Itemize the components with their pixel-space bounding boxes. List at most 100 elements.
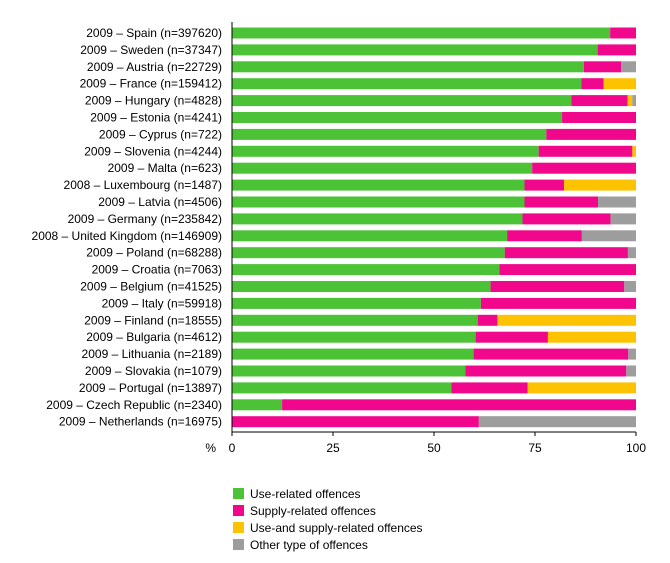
bar-segment bbox=[598, 196, 636, 208]
bar-segment bbox=[632, 145, 636, 157]
legend-swatch bbox=[233, 522, 244, 533]
bar-segment bbox=[282, 399, 636, 411]
category-label: 2009 – Netherlands (n=16975) bbox=[59, 415, 222, 429]
bar-segment bbox=[547, 331, 636, 343]
category-label: 2009 – Bulgaria (n=4612) bbox=[86, 330, 222, 344]
category-label: 2009 – Portugal (n=13897) bbox=[79, 381, 222, 395]
bar-segment bbox=[610, 213, 636, 225]
legend-swatch bbox=[233, 539, 244, 550]
bar-segment bbox=[232, 145, 539, 157]
bar-segment bbox=[571, 95, 628, 107]
bar-segment bbox=[232, 230, 508, 242]
bar-segment bbox=[232, 95, 572, 107]
bar-segment bbox=[499, 264, 636, 276]
x-tick-label: 50 bbox=[427, 441, 441, 455]
legend-label: Supply-related offences bbox=[250, 504, 376, 518]
bar-segment bbox=[232, 264, 500, 276]
bar-segment bbox=[232, 162, 533, 174]
category-label: 2009 – Malta (n=623) bbox=[108, 161, 222, 175]
bar-segment bbox=[532, 162, 636, 174]
bar-segment bbox=[581, 78, 604, 90]
category-label: 2009 – Poland (n=68288) bbox=[86, 246, 222, 260]
category-label: 2009 – Italy (n=59918) bbox=[102, 296, 222, 310]
bar-segment bbox=[546, 128, 636, 140]
bar-segment bbox=[538, 145, 633, 157]
bar-segment bbox=[581, 230, 636, 242]
bar-segment bbox=[490, 281, 625, 292]
category-label: 2009 – Austria (n=22729) bbox=[87, 60, 222, 74]
bar-segment bbox=[232, 78, 582, 90]
bar-segment bbox=[232, 382, 452, 394]
bar-segment bbox=[564, 179, 636, 191]
bar-segment bbox=[624, 281, 636, 292]
category-label: 2009 – Germany (n=235842) bbox=[68, 212, 222, 226]
category-label: 2009 – Hungary (n=4828) bbox=[85, 94, 222, 108]
bar-segment bbox=[232, 365, 466, 377]
category-label: 2009 – Estonia (n=4241) bbox=[90, 111, 222, 125]
bar-segment bbox=[562, 112, 636, 123]
bar-segment bbox=[597, 44, 636, 56]
bar-segment bbox=[232, 27, 611, 39]
category-labels: 2009 – Spain (n=397620) 2009 – Sweden (n=… bbox=[32, 26, 222, 429]
bar-segment bbox=[504, 247, 628, 259]
category-label: 2009 – Spain (n=397620) bbox=[86, 26, 222, 40]
bar-segment bbox=[628, 348, 636, 360]
bar-segment bbox=[603, 78, 636, 90]
x-tick-label: 100 bbox=[626, 441, 646, 455]
bar-segment bbox=[232, 297, 481, 309]
bar-segment bbox=[478, 416, 636, 428]
bar-segment bbox=[232, 416, 479, 428]
legend-swatch bbox=[233, 488, 244, 499]
category-label: 2009 – Finland (n=18555) bbox=[84, 313, 222, 327]
category-label: 2009 – Slovenia (n=4244) bbox=[84, 144, 222, 158]
bar-segment bbox=[232, 179, 525, 191]
bar-segment bbox=[507, 230, 582, 242]
category-label: 2009 – Latvia (n=4506) bbox=[98, 195, 222, 209]
bar-segment bbox=[232, 213, 523, 225]
x-tick-label: 25 bbox=[326, 441, 340, 455]
bar-segment bbox=[232, 196, 525, 208]
bars-layer bbox=[232, 27, 636, 428]
bar-segment bbox=[232, 112, 563, 123]
category-label: 2009 – Sweden (n=37347) bbox=[80, 43, 222, 57]
bar-segment bbox=[475, 331, 548, 343]
bar-segment bbox=[465, 365, 627, 377]
bar-segment bbox=[232, 247, 505, 259]
bar-segment bbox=[627, 247, 636, 259]
bar-segment bbox=[627, 95, 633, 107]
bar-segment bbox=[451, 382, 528, 394]
bar-segment bbox=[232, 61, 584, 73]
unit-label: % bbox=[205, 441, 216, 455]
legend-label: Use-and supply-related offences bbox=[250, 521, 423, 535]
category-label: 2009 – Cyprus (n=722) bbox=[99, 127, 222, 141]
bar-segment bbox=[473, 348, 629, 360]
category-label: 2009 – France (n=159412) bbox=[80, 77, 222, 91]
bar-segment bbox=[610, 27, 636, 39]
bar-segment bbox=[232, 314, 478, 326]
bar-segment bbox=[497, 314, 636, 326]
bar-segment bbox=[232, 399, 283, 411]
bar-segment bbox=[632, 95, 636, 107]
category-label: 2009 – Lithuania (n=2189) bbox=[82, 347, 222, 361]
legend-swatch bbox=[233, 505, 244, 516]
bar-segment bbox=[621, 61, 636, 73]
category-label: 2009 – Belgium (n=41525) bbox=[80, 280, 222, 294]
legend-label: Other type of offences bbox=[250, 538, 368, 552]
bar-segment bbox=[232, 331, 476, 343]
bar-segment bbox=[524, 196, 599, 208]
category-label: 2009 – Croatia (n=7063) bbox=[92, 263, 222, 277]
bar-segment bbox=[232, 348, 474, 360]
category-label: 2008 – United Kingdom (n=146909) bbox=[32, 229, 222, 243]
bar-segment bbox=[524, 179, 565, 191]
legend: Use-related offences Supply-related offen… bbox=[233, 487, 423, 552]
bar-segment bbox=[522, 213, 611, 225]
bar-segment bbox=[583, 61, 622, 73]
x-axis: 0 25 50 75 100% bbox=[205, 22, 646, 455]
bar-segment bbox=[480, 297, 636, 309]
x-tick-label: 75 bbox=[528, 441, 542, 455]
bar-segment bbox=[232, 281, 491, 292]
x-tick-label: 0 bbox=[229, 441, 236, 455]
bar-segment bbox=[232, 128, 547, 140]
bar-segment bbox=[527, 382, 636, 394]
